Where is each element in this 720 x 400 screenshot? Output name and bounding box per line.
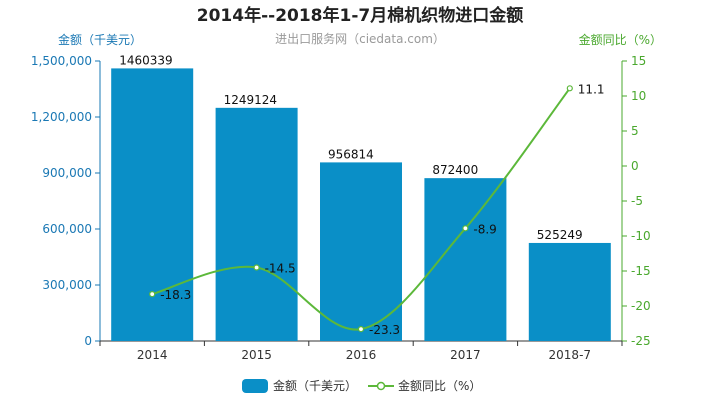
y-left-tick-label: 0 [84,334,92,348]
bar-value-label: 1249124 [224,93,277,107]
yoy-line: -18.3 -14.5 -23.3 -8.9 11.1 [149,82,605,337]
y-left-tick-label: 600,000 [42,222,92,236]
bar [215,107,298,341]
legend-bar-swatch [242,379,268,393]
chart-subtitle: 进出口服务网（ciedata.com） [275,31,445,46]
y-right-title: 金额同比（%） [579,32,662,47]
y-left-tick-label: 900,000 [42,166,92,180]
bar-value-label: 872400 [432,163,478,177]
y-right-tick-label: -15 [631,264,651,278]
axes: 0 300,000 600,000 900,000 1,200,000 1,500,000… [31,54,651,362]
y-right-tick-label: -25 [631,334,651,348]
y-left-tick-label: 1,200,000 [31,110,92,124]
legend-line-label: 金额同比（%） [398,378,481,393]
x-tick-label: 2017 [450,348,481,362]
x-tick-label: 2014 [137,348,168,362]
yoy-value-label: -18.3 [160,288,191,302]
x-tick-label: 2016 [346,348,377,362]
yoy-point [357,326,365,333]
yoy-value-label: -8.9 [473,222,496,236]
y-right-tick-label: -10 [631,229,651,243]
y-right-tick-label: 5 [631,124,639,138]
bar-value-label: 525249 [537,228,583,242]
legend-bar-label: 金额（千美元） [273,378,357,393]
y-right-tick-label: 0 [631,159,639,173]
bar-value-label: 956814 [328,147,374,161]
bar [320,162,402,341]
x-tick-label: 2015 [241,348,272,362]
y-right-tick-label: 15 [631,54,646,68]
y-right-tick-label: -20 [631,299,651,313]
yoy-point [566,85,573,92]
yoy-value-label: -14.5 [265,262,296,276]
y-right-tick-label: 10 [631,89,646,103]
yoy-point [253,264,260,271]
yoy-line-path [151,87,571,331]
yoy-point [462,225,469,232]
bar [528,242,611,341]
y-right-tick-label: -5 [631,194,643,208]
yoy-value-label: -23.3 [369,323,400,337]
legend-line-marker [376,381,386,391]
yoy-point [149,291,156,298]
bar [424,178,507,341]
legend: 金额（千美元） 金额同比（%） [242,378,481,393]
chart-title: 2014年--2018年1-7月棉机织物进口金额 [197,5,523,26]
y-left-tick-label: 300,000 [42,278,92,292]
yoy-value-label: 11.1 [578,82,605,96]
y-left-tick-label: 1,500,000 [31,54,92,68]
x-tick-label: 2018-7 [549,348,592,362]
bar-value-label: 1460339 [119,53,172,67]
y-left-title: 金额（千美元） [58,32,142,47]
